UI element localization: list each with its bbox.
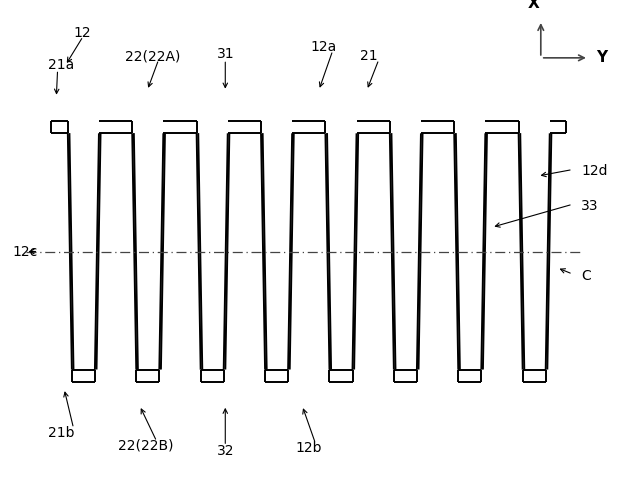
Text: 12: 12: [74, 26, 92, 40]
Text: Y: Y: [596, 50, 607, 65]
Text: 31: 31: [216, 47, 234, 61]
Text: 21: 21: [360, 49, 378, 63]
Text: 21b: 21b: [48, 426, 74, 440]
Text: C: C: [581, 269, 591, 283]
Text: 33: 33: [581, 199, 598, 213]
Text: 21a: 21a: [48, 58, 74, 72]
Text: 12b: 12b: [296, 441, 322, 455]
Text: 12c: 12c: [13, 244, 38, 259]
Text: 22(22B): 22(22B): [118, 438, 174, 452]
Text: 12a: 12a: [310, 40, 337, 54]
Text: 22(22A): 22(22A): [125, 49, 180, 63]
Text: 32: 32: [216, 444, 234, 458]
Text: X: X: [527, 0, 539, 11]
Text: 12d: 12d: [581, 164, 607, 178]
